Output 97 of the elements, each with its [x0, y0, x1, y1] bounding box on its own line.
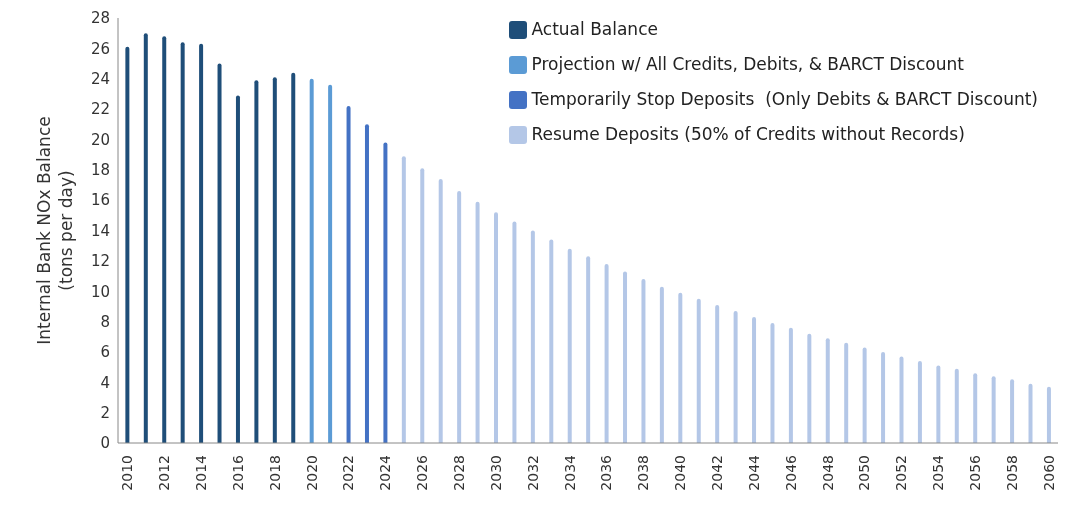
x-tick-label: 2034 — [561, 454, 578, 491]
legend-label: Resume Deposits (50% of Credits without Records) — [531, 123, 965, 146]
bar — [807, 333, 812, 443]
x-tick-label: 2058 — [1003, 455, 1020, 491]
bar — [659, 286, 664, 443]
x-tick-label: 2042 — [709, 455, 726, 491]
bar — [586, 256, 591, 443]
y-tick-label: 14 — [90, 221, 110, 240]
x-tick-label: 2012 — [156, 455, 173, 491]
x-tick-label: 2048 — [819, 455, 836, 491]
bar — [530, 230, 535, 443]
y-tick-label: 6 — [100, 343, 110, 362]
bar — [309, 78, 314, 443]
y-tick-label: 16 — [90, 191, 110, 210]
bar — [143, 33, 148, 443]
bar — [125, 46, 130, 443]
x-tick-label: 2030 — [487, 455, 504, 491]
bar — [1010, 379, 1015, 443]
bar — [973, 373, 978, 443]
bar — [715, 304, 720, 443]
bar — [235, 95, 240, 443]
bar — [604, 263, 609, 443]
bar — [494, 212, 498, 443]
x-tick-label: 2018 — [266, 455, 283, 491]
x-tick-label: 2036 — [598, 454, 615, 491]
bar — [1046, 386, 1051, 443]
y-tick-label: 24 — [90, 70, 110, 89]
bar — [899, 356, 904, 443]
x-tick-label: 2028 — [450, 455, 467, 491]
bar — [457, 191, 462, 443]
bar — [272, 77, 277, 443]
x-tick-label: 2024 — [377, 454, 394, 491]
x-tick-label: 2026 — [414, 454, 431, 491]
x-tick-label: 2038 — [635, 455, 652, 491]
bar — [549, 239, 554, 443]
bar — [881, 351, 886, 443]
bar — [199, 43, 204, 443]
bar — [217, 63, 222, 443]
bar — [917, 361, 922, 443]
bar — [1028, 383, 1033, 443]
y-tick-label: 2 — [100, 403, 110, 422]
y-tick-label: 4 — [100, 373, 110, 392]
bar — [788, 327, 793, 443]
x-tick-label: 2014 — [192, 454, 209, 491]
y-tick-label: 8 — [100, 312, 110, 331]
y-tick-label: 0 — [100, 434, 110, 453]
x-tick-label: 2052 — [893, 455, 910, 491]
y-tick-label: 28 — [90, 9, 110, 28]
y-axis-title: Internal Bank NOx Balance (tons per day) — [34, 116, 76, 345]
bar — [752, 317, 757, 443]
x-tick-label: 2060 — [1040, 455, 1057, 491]
y-tick-label: 18 — [90, 161, 110, 180]
x-tick-label: 2032 — [524, 455, 541, 491]
bar — [401, 156, 406, 443]
x-tick-label: 2040 — [672, 455, 689, 491]
bar — [991, 376, 996, 443]
y-tick-label: 10 — [90, 282, 110, 301]
bar — [678, 292, 683, 443]
x-tick-label: 2056 — [967, 454, 984, 491]
bar — [567, 248, 572, 443]
bar — [254, 80, 259, 443]
bar — [954, 368, 959, 443]
y-tick-label: 20 — [90, 130, 110, 149]
bar — [438, 178, 443, 443]
bar — [291, 72, 296, 443]
bar — [862, 347, 867, 443]
x-tick-label: 2054 — [930, 454, 947, 491]
legend-label: Actual Balance — [531, 18, 658, 41]
x-tick-label: 2044 — [745, 454, 762, 491]
bar — [364, 124, 369, 443]
y-tick-label: 26 — [90, 39, 110, 58]
x-tick-label: 2022 — [340, 455, 357, 491]
bar — [475, 201, 480, 443]
bar — [512, 221, 517, 443]
bar — [623, 271, 628, 443]
x-tick-label: 2050 — [856, 455, 873, 491]
bar — [825, 338, 830, 443]
bar — [328, 84, 333, 443]
bar — [770, 323, 775, 443]
x-tick-label: 2016 — [229, 454, 246, 491]
bar — [346, 106, 351, 443]
bar — [641, 279, 646, 443]
legend-label: Projection w/ All Credits, Debits, & BARCT Discount — [531, 53, 964, 76]
bar — [936, 365, 941, 443]
x-tick-label: 2020 — [303, 455, 320, 491]
bar — [420, 168, 425, 443]
x-tick-label: 2010 — [119, 455, 136, 491]
x-tick-label: 2046 — [782, 454, 799, 491]
bar — [844, 342, 849, 443]
bar — [696, 298, 701, 443]
bar — [162, 36, 167, 443]
y-tick-label: 22 — [90, 100, 110, 119]
y-tick-label: 12 — [90, 252, 110, 271]
legend-label: Temporarily Stop Deposits (Only Debits & BARCT Discount) — [531, 88, 1038, 111]
bar — [180, 42, 185, 443]
bar — [383, 142, 388, 443]
bar — [733, 310, 738, 443]
